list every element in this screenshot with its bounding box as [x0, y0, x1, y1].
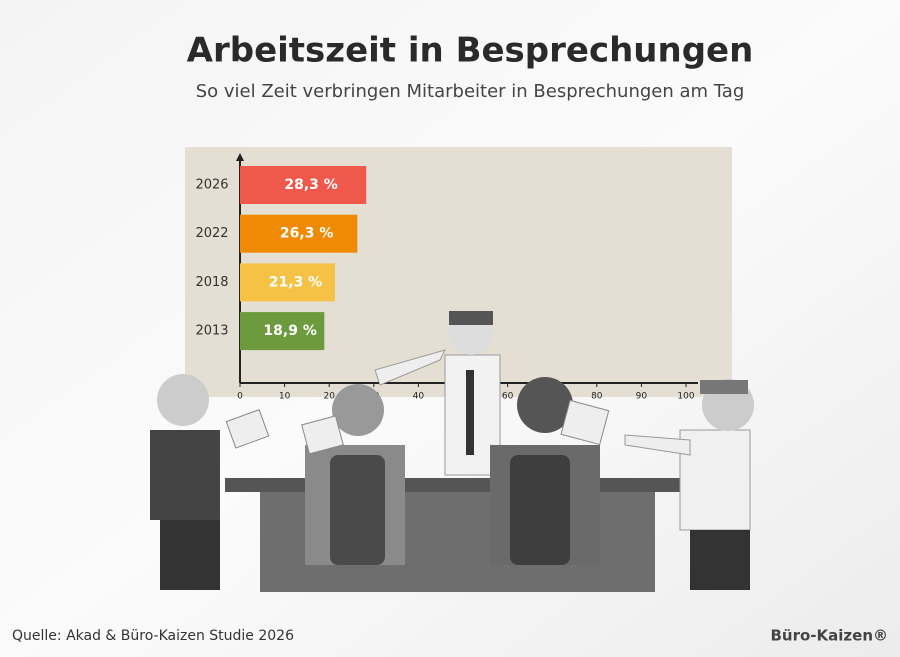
- tablet: [560, 399, 610, 446]
- chair: [330, 455, 385, 565]
- x-tick-label: 0: [237, 392, 243, 402]
- value-label: 26,3 %: [280, 226, 333, 242]
- x-tick-label: 80: [591, 392, 603, 402]
- person: [679, 429, 751, 531]
- person-head: [517, 377, 573, 433]
- value-label: 28,3 %: [284, 177, 337, 193]
- x-tick-label: 90: [636, 392, 648, 402]
- bar: [240, 263, 335, 302]
- y-tick-label: 2026: [195, 178, 228, 193]
- person-head: [157, 374, 209, 426]
- x-tick-label: 20: [323, 392, 335, 402]
- value-label: 18,9 %: [263, 323, 316, 339]
- bar: [240, 312, 325, 351]
- chair: [690, 530, 750, 590]
- tie: [466, 370, 474, 455]
- subtitle: So viel Zeit verbringen Mitarbeiter in B…: [196, 81, 745, 102]
- person: [150, 430, 220, 520]
- paper: [301, 415, 344, 455]
- y-tick-label: 2013: [195, 324, 228, 339]
- meeting-illustration: [150, 311, 754, 592]
- presenter-arm: [374, 349, 446, 386]
- bar: [240, 214, 358, 253]
- brand: Büro-Kaizen®: [770, 627, 888, 645]
- y-axis-arrow: [236, 153, 244, 161]
- y-tick-label: 2018: [195, 275, 228, 290]
- x-tick-label: 100: [677, 392, 694, 402]
- table-top: [225, 478, 690, 492]
- pointing-arm: [624, 434, 691, 456]
- x-tick-label: 10: [279, 392, 291, 402]
- x-tick-label: 60: [502, 392, 514, 402]
- person-hair: [700, 380, 748, 394]
- person-head: [332, 384, 384, 436]
- value-label: 21,3 %: [269, 274, 322, 290]
- paper: [225, 409, 270, 449]
- presenter-hair: [449, 311, 493, 325]
- chair: [510, 455, 570, 565]
- bar: [240, 166, 367, 204]
- source: Quelle: Akad & Büro-Kaizen Studie 2026: [12, 628, 294, 644]
- title: Arbeitszeit in Besprechungen: [187, 31, 754, 71]
- y-tick-label: 2022: [195, 226, 228, 241]
- chair: [160, 520, 220, 590]
- x-tick-label: 40: [413, 392, 425, 402]
